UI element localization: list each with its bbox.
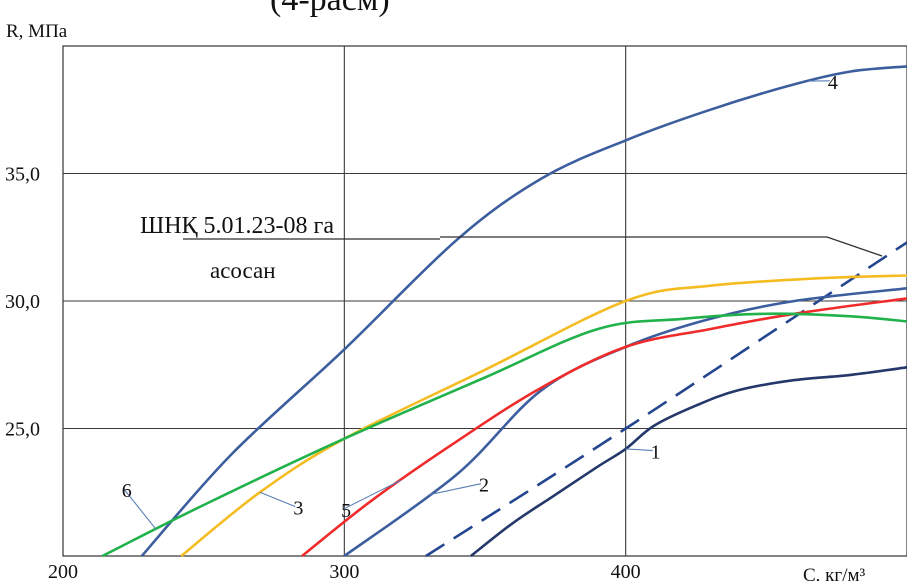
curve-label-pointer-3 — [259, 491, 296, 508]
series-line-4 — [140, 65, 907, 557]
series-line-5 — [301, 297, 907, 558]
x-axis-label: C, кг/м³ — [803, 565, 865, 581]
series-line-dashed — [425, 241, 907, 558]
curve-label-6: 6 — [122, 480, 132, 502]
curve-label-2: 2 — [479, 475, 489, 497]
annotation-leader-line — [440, 236, 883, 257]
curve-label-pointer-6 — [123, 488, 157, 530]
curve-labels: 1 2 3 4 5 6 — [122, 72, 838, 530]
x-tick-label: 400 — [611, 561, 641, 581]
series-line-3 — [180, 274, 907, 558]
y-tick-label: 35,0 — [5, 164, 40, 186]
x-tick-label: 300 — [329, 561, 359, 581]
curve-label-5: 5 — [341, 500, 351, 522]
curve-label-pointer-5 — [342, 479, 401, 510]
curve-label-pointer-1 — [625, 448, 653, 452]
series-line-6 — [101, 312, 907, 558]
curve-label-1: 1 — [651, 442, 661, 464]
x-tick-label: 200 — [48, 561, 78, 581]
curve-label-pointer-2 — [428, 483, 482, 496]
annotation-line-2: асосан — [210, 258, 276, 283]
curve-label-3: 3 — [293, 498, 303, 520]
curve-label-4: 4 — [828, 72, 838, 94]
tick-labels: 200 300 400 25,0 30,0 35,0 — [5, 164, 641, 581]
annotation-line-1: ШНҚ 5.01.23-08 га — [140, 213, 334, 239]
y-tick-label: 30,0 — [5, 291, 40, 313]
series-lines — [101, 65, 907, 558]
chart-title: (4-расм) — [270, 0, 390, 18]
series-line-1 — [470, 366, 907, 558]
y-axis-label: R, МПа — [6, 21, 68, 42]
y-tick-label: 25,0 — [5, 419, 40, 441]
